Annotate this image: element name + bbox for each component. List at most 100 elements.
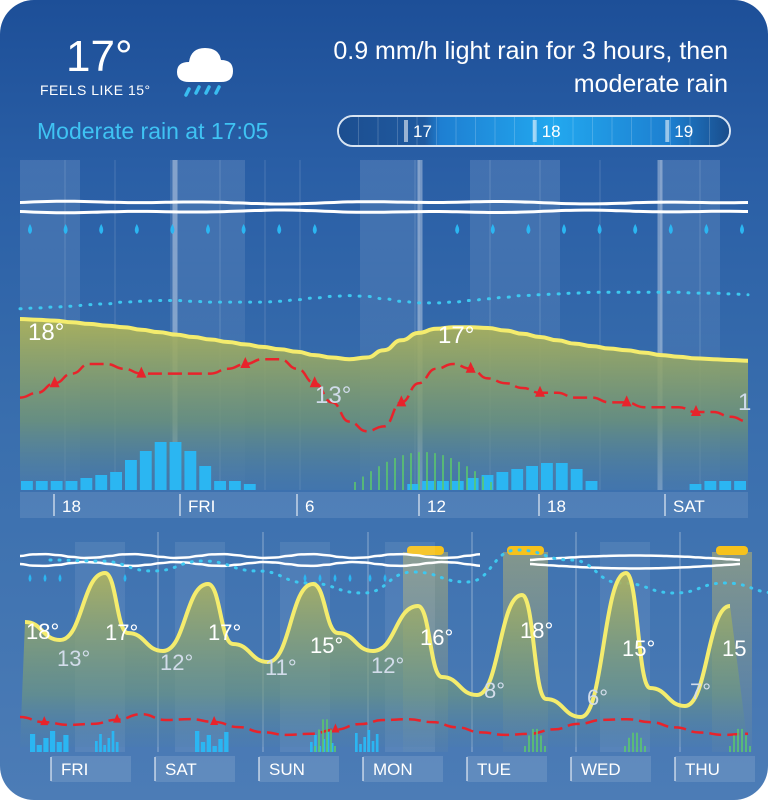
precip-bar <box>212 746 217 752</box>
day-axis-label: MON <box>373 760 413 779</box>
high-temperature-label: 18° <box>26 619 59 644</box>
feels-like-label: FEELS LIKE 15° <box>40 82 151 98</box>
raindrop-icon <box>526 224 531 234</box>
wind-arrow-icon <box>49 376 60 388</box>
high-temperature-label: 15 <box>722 636 746 661</box>
precip-bar <box>169 442 182 490</box>
precip-bar <box>326 732 330 752</box>
temperature-label: 17° <box>438 322 474 349</box>
cloud-band-bottom <box>19 208 749 215</box>
low-temperature-label: 11° <box>265 655 297 680</box>
hourly-forecast-chart[interactable]: 18° 13° 17° 1 18 FRI 6 12 18 SAT <box>0 160 768 522</box>
precip-bar <box>50 481 63 490</box>
precip-bar <box>526 466 538 490</box>
raindrop-icon <box>277 224 282 234</box>
raindrop-icon <box>99 224 104 234</box>
wind-arrow-icon <box>691 405 701 416</box>
raindrop-icon <box>455 224 460 234</box>
wind-arrow-icon <box>396 395 407 407</box>
precip-bar <box>200 742 206 752</box>
precip-bar <box>481 475 494 490</box>
precip-bar <box>451 481 464 490</box>
precip-bar <box>36 745 42 752</box>
precip-bar <box>35 481 48 490</box>
low-temperature-label: 6° <box>587 685 608 710</box>
timeline-bar: 17 18 19 <box>339 117 729 145</box>
precip-bar <box>184 451 197 490</box>
raindrop-icon <box>633 224 638 234</box>
raindrop-icon <box>490 224 495 234</box>
precip-bar <box>199 466 212 490</box>
day-axis-label: SUN <box>269 760 305 779</box>
precip-bar <box>99 734 102 752</box>
timeline-hour-marker <box>665 120 670 142</box>
raindrop-icon <box>318 574 322 582</box>
timeline-hour-marker <box>532 120 537 142</box>
day-axis-cell <box>467 756 547 782</box>
raindrop-icon <box>241 224 246 234</box>
precip-bar <box>139 451 152 490</box>
precip-bar <box>310 742 313 752</box>
raindrop-icon <box>58 574 62 582</box>
day-axis-cell <box>571 756 651 782</box>
sun-icon <box>407 546 444 555</box>
wind-arrow-icon <box>210 715 219 725</box>
raindrop-icon <box>63 224 68 234</box>
dewpoint-curve <box>48 548 768 595</box>
precip-bar <box>704 481 717 490</box>
raindrop-icon <box>704 224 709 234</box>
day-axis-cell <box>51 756 131 782</box>
precip-bar <box>56 742 62 752</box>
precip-bar <box>466 478 479 490</box>
hourly-timeline-scrubber[interactable]: 17 18 19 <box>337 115 731 147</box>
current-temperature: 17° <box>66 32 133 81</box>
low-temperature-label: 8° <box>484 678 505 703</box>
precip-bar <box>195 731 200 752</box>
raindrop-icon <box>368 574 372 582</box>
cloud-band-bottom <box>19 560 481 568</box>
wind-arrow-icon <box>136 366 147 378</box>
precip-bar <box>229 481 241 490</box>
precip-bar <box>95 741 98 752</box>
low-temperature-label: 13° <box>57 646 90 671</box>
raindrop-icon <box>562 224 566 234</box>
timeline-hour-label: 17 <box>413 122 432 141</box>
day-axis-label: THU <box>685 760 720 779</box>
forecast-summary-line-2: moderate rain <box>573 70 728 98</box>
hour-axis-label: 18 <box>547 497 566 516</box>
temperature-label: 13° <box>315 382 351 409</box>
rain-alert: Moderate rain at 17:05 <box>37 118 269 144</box>
day-axis-label: TUE <box>477 760 511 779</box>
raindrop-icon <box>28 224 32 234</box>
high-temperature-label: 18° <box>520 618 553 643</box>
precip-bar <box>375 734 379 752</box>
high-temperature-label: 15° <box>310 633 343 658</box>
precip-bar <box>111 731 115 752</box>
precip-bar <box>314 735 317 752</box>
sun-icon <box>507 546 544 555</box>
low-temperature-label: 12° <box>160 650 193 675</box>
daily-forecast-chart[interactable]: 18° 17° 17° 15° 16° 18° 15° 15 13° 12° 11° 12° 8° 6° 7… <box>0 532 768 794</box>
precip-bar <box>115 742 119 752</box>
high-temperature-label: 16° <box>420 625 453 650</box>
precip-bar <box>110 472 122 490</box>
precip-bar <box>570 469 583 490</box>
raindrop-icon <box>348 574 352 582</box>
hour-axis-label: 18 <box>62 497 81 516</box>
wind-arrow-icon <box>240 357 251 368</box>
precip-bar <box>43 738 49 752</box>
wind-arrow-icon <box>465 361 476 373</box>
sun-icon <box>716 546 748 555</box>
raindrop-icon <box>170 224 175 234</box>
precip-bar <box>214 481 226 490</box>
precip-bar <box>359 744 362 752</box>
raindrop-icon <box>134 224 139 234</box>
hour-axis-label: FRI <box>188 497 215 516</box>
precip-bar <box>511 469 524 490</box>
low-temperature-label: 12° <box>371 653 404 678</box>
day-axis-label: WED <box>581 760 621 779</box>
day-axis-cell <box>155 756 235 782</box>
precip-bar <box>218 739 223 752</box>
wind-arrow-icon <box>40 716 49 726</box>
